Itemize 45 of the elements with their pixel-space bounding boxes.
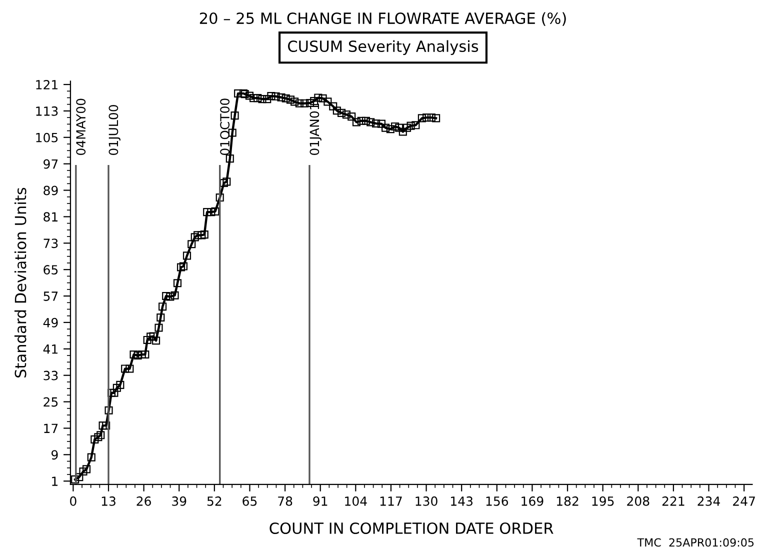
y-tick-label: 65: [44, 265, 58, 275]
y-axis-title: Standard Deviation Units: [14, 188, 26, 378]
x-tick-label: 156: [486, 496, 508, 506]
chart-subtitle: CUSUM Severity Analysis: [288, 40, 478, 55]
ref-line-label: 01JUL00: [108, 105, 120, 155]
y-tick-label: 73: [44, 238, 58, 248]
y-tick-label: 105: [36, 132, 58, 142]
x-tick-label: 26: [136, 496, 151, 506]
x-tick-label: 169: [522, 496, 544, 506]
x-tick-label: 221: [662, 496, 684, 506]
y-tick-label: 49: [43, 318, 58, 328]
ref-line-label: 04MAY00: [76, 98, 86, 155]
ref-line-label: 01OCT00: [220, 98, 230, 155]
text: TMC 25APR01:09:05: [637, 538, 754, 547]
x-tick-label: 182: [556, 496, 578, 506]
y-tick-label: 121: [36, 80, 58, 90]
ref-line-label: 01JAN01: [310, 104, 322, 155]
x-tick-label: 78: [278, 496, 292, 506]
x-tick-label: 0: [70, 496, 76, 506]
x-tick-label: 143: [451, 496, 473, 506]
chart-title: 20 – 25 ML CHANGE IN FLOWRATE AVERAGE (%): [200, 12, 566, 26]
x-tick-label: 52: [207, 496, 222, 506]
x-tick-label: 104: [345, 496, 367, 506]
x-tick-label: 91: [313, 496, 328, 506]
x-tick-label: 195: [592, 496, 614, 506]
y-tick-label: 81: [44, 212, 58, 222]
y-tick-label: 89: [44, 186, 58, 196]
x-tick-label: 65: [242, 496, 257, 506]
y-tick-label: 41: [43, 344, 58, 354]
x-tick-label: 39: [172, 496, 186, 506]
x-axis-title: COUNT IN COMPLETION DATE ORDER: [270, 522, 554, 534]
x-tick-label: 13: [102, 496, 116, 506]
y-tick-label: 113: [36, 106, 58, 116]
y-tick-label: 25: [44, 397, 58, 407]
y-tick-label: 1: [52, 476, 58, 486]
y-tick-label: 57: [44, 292, 58, 301]
x-tick-label: 117: [380, 496, 402, 506]
y-tick-label: 97: [44, 159, 58, 169]
x-tick-label: 247: [733, 496, 755, 506]
y-tick-label: 33: [44, 370, 58, 380]
y-tick-label: 17: [44, 424, 58, 433]
y-tick-label: 9: [52, 450, 58, 460]
x-tick-label: 130: [416, 496, 438, 506]
x-tick-label: 208: [627, 496, 650, 506]
x-tick-label: 234: [698, 496, 720, 506]
